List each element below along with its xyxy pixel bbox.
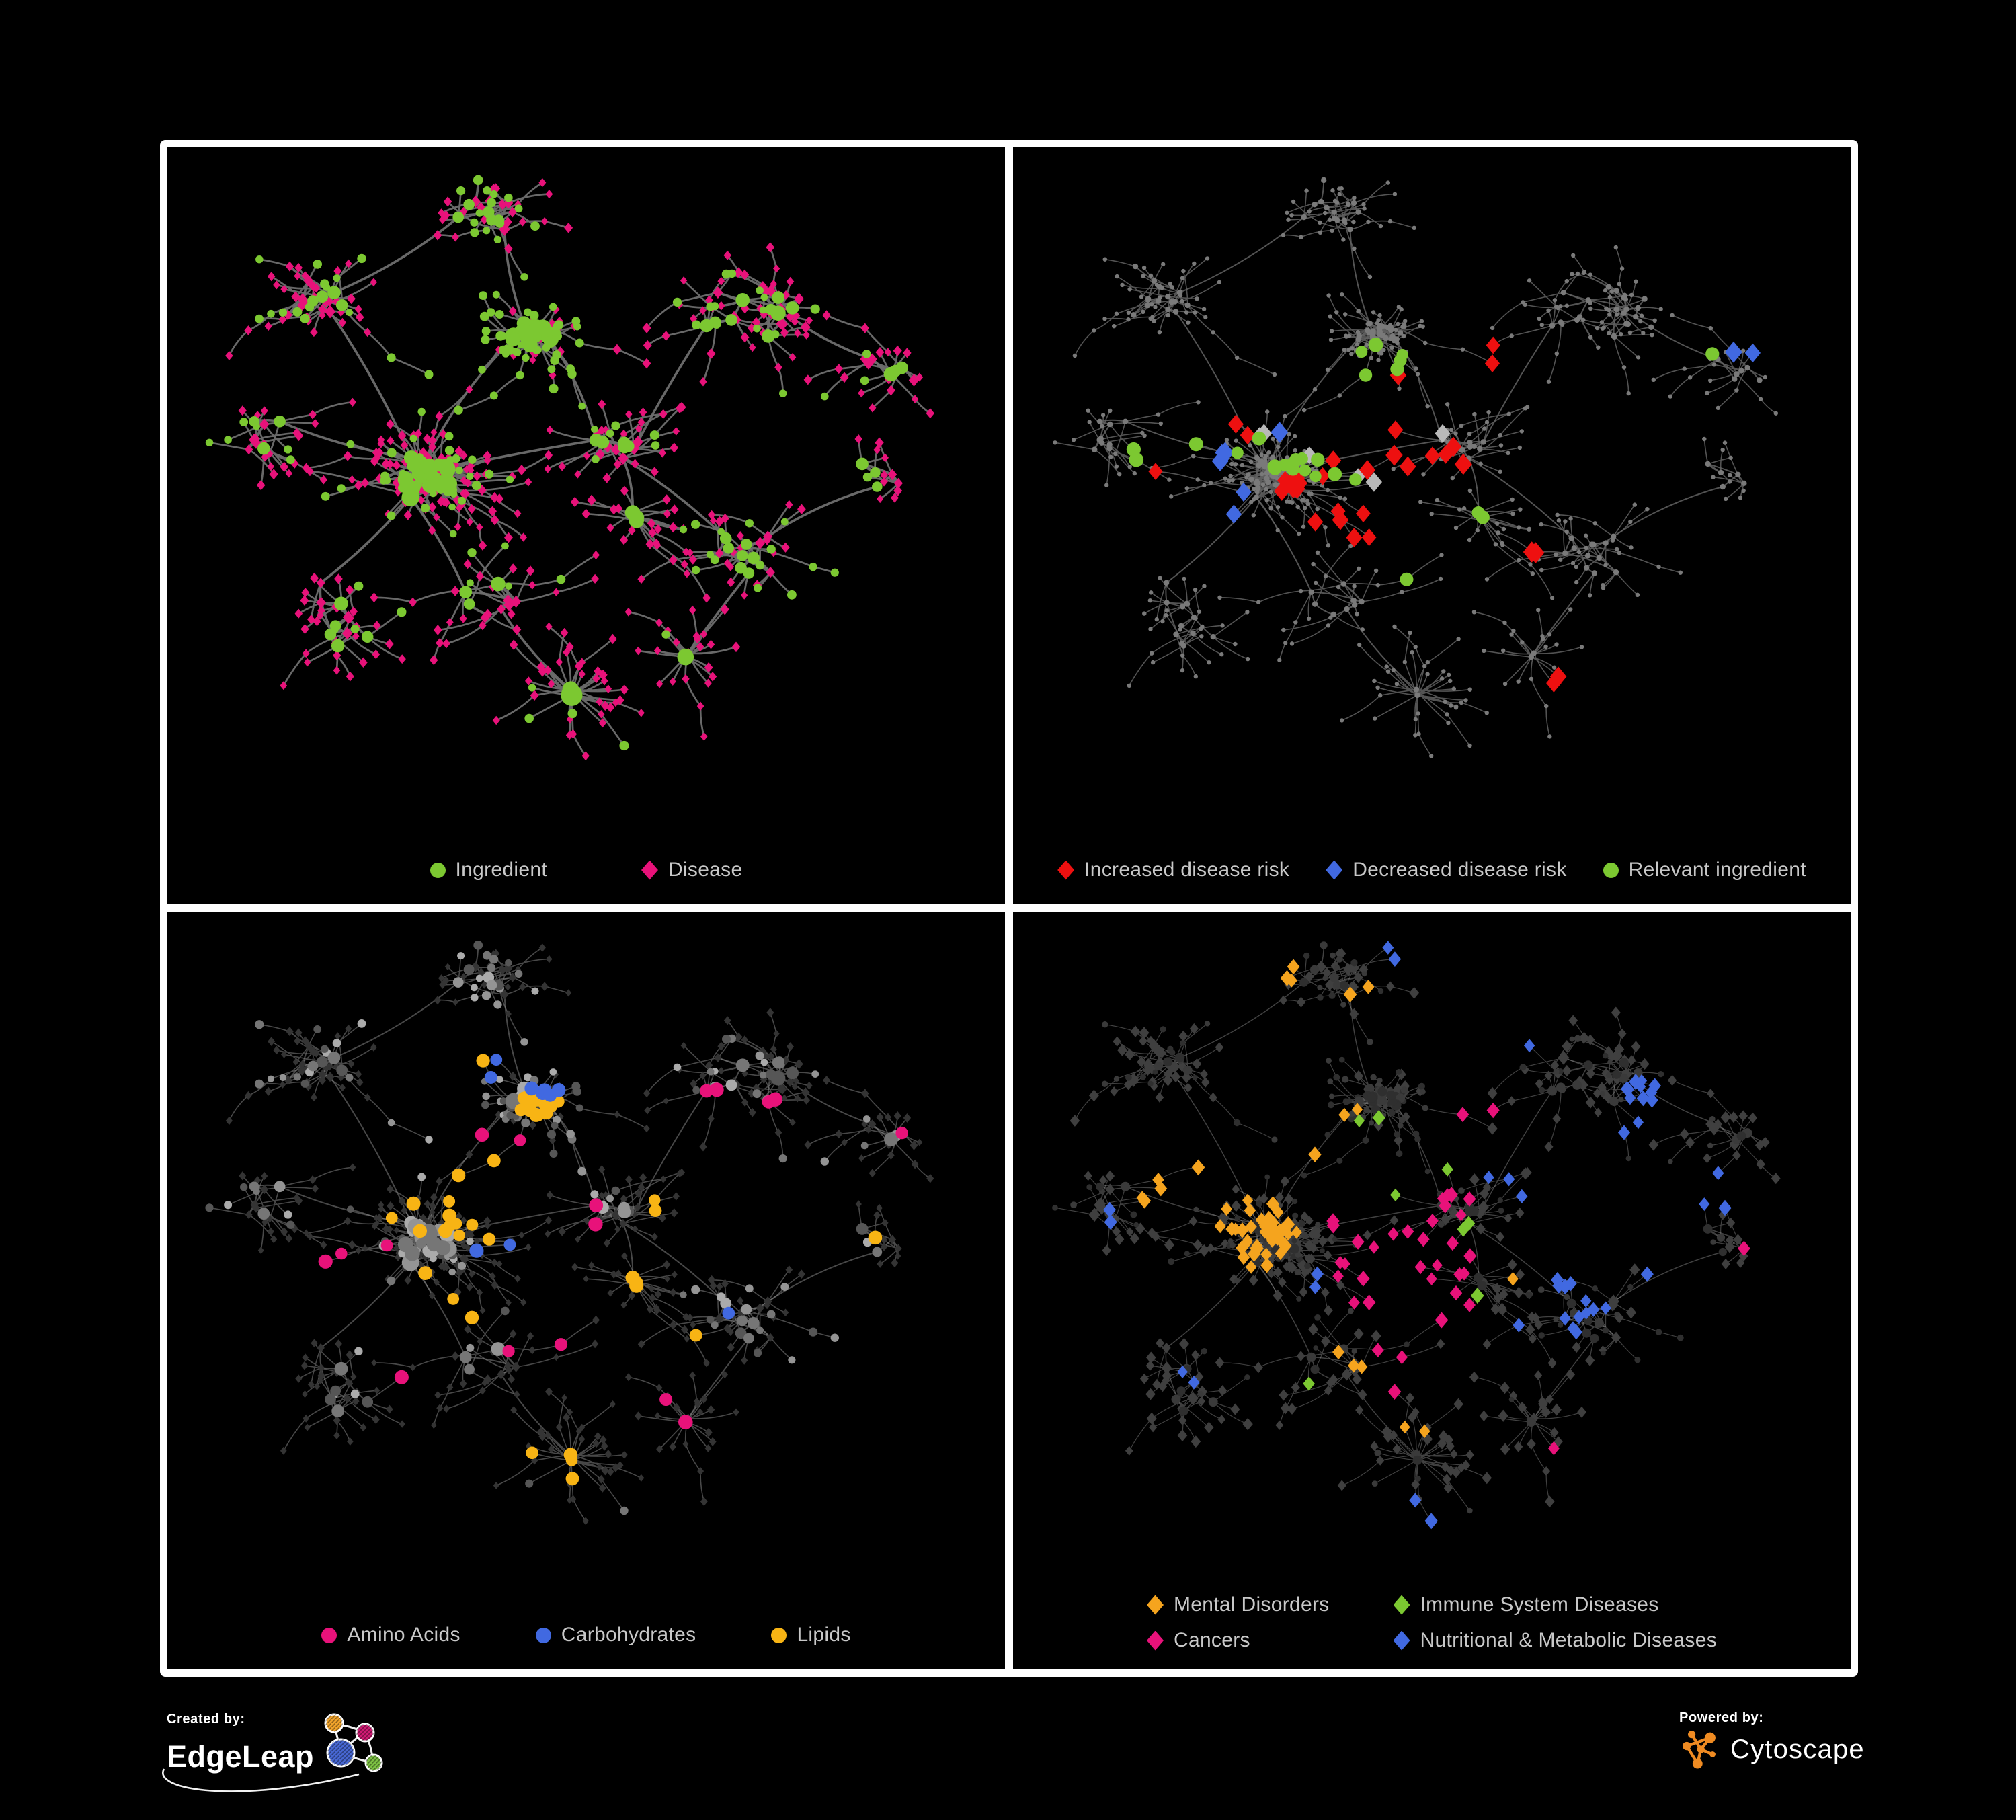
legend-label: Relevant ingredient xyxy=(1628,859,1806,881)
panel-ingredient-disease: Ingredient Disease xyxy=(167,147,1005,904)
legend-item-disease: Disease xyxy=(641,859,742,881)
diamond-swatch-icon xyxy=(1393,1595,1410,1615)
edgeleap-brand-row: EdgeLeap xyxy=(162,1713,391,1792)
figure-grid: Ingredient Disease Increased disease risk… xyxy=(160,140,1858,1677)
legend-item-increased-disease-risk: Increased disease risk xyxy=(1057,859,1289,881)
legend-ingredient-disease: Ingredient Disease xyxy=(167,859,1005,881)
edgeleap-wordmark: EdgeLeap xyxy=(167,1739,315,1774)
legend-label: Immune System Diseases xyxy=(1420,1593,1659,1616)
circle-swatch-icon xyxy=(771,1627,787,1643)
legend-item-decreased-disease-risk: Decreased disease risk xyxy=(1326,859,1566,881)
diamond-swatch-icon xyxy=(1147,1630,1164,1651)
cytoscape-logo-icon xyxy=(1682,1731,1716,1769)
legend-item-immune-system-diseases: Immune System Diseases xyxy=(1393,1593,1717,1616)
network-canvas-ingredient-disease xyxy=(205,175,935,761)
circle-swatch-icon xyxy=(535,1627,551,1643)
legend-disease-classes: Mental Disorders Immune System Diseases Ca… xyxy=(1013,1593,1851,1652)
cytoscape-credit: Powered by: xyxy=(1679,1710,1865,1770)
legend-label: Decreased disease risk xyxy=(1353,859,1567,881)
powered-by-label: Powered by: xyxy=(1679,1710,1764,1725)
circle-swatch-icon xyxy=(1603,862,1619,878)
legend-label: Nutritional & Metabolic Diseases xyxy=(1420,1629,1717,1651)
legend-item-cancers: Cancers xyxy=(1147,1629,1330,1652)
legend-label: Carbohydrates xyxy=(561,1624,696,1646)
network-canvas-ingredient-classes xyxy=(205,941,934,1526)
network-canvas-disease-risk xyxy=(1053,177,1778,758)
legend-item-amino-acids: Amino Acids xyxy=(321,1624,460,1647)
legend-label: Mental Disorders xyxy=(1174,1593,1330,1616)
circle-swatch-icon xyxy=(430,862,446,878)
diamond-swatch-icon xyxy=(1147,1595,1164,1615)
diamond-swatch-icon xyxy=(1326,860,1343,880)
created-by-label: Created by: xyxy=(167,1712,245,1727)
cytoscape-brand-row: Cytoscape xyxy=(1679,1729,1865,1770)
legend-disease-risk: Increased disease risk Decreased disease … xyxy=(1013,859,1851,881)
network-canvas-disease-classes xyxy=(1052,941,1781,1530)
legend-label: Disease xyxy=(668,859,743,881)
legend-label: Amino Acids xyxy=(347,1624,460,1646)
legend-item-nutritional-metabolic-diseases: Nutritional & Metabolic Diseases xyxy=(1393,1629,1717,1652)
edgeleap-credit: Created by: EdgeLeap xyxy=(162,1712,391,1792)
legend-item-carbohydrates: Carbohydrates xyxy=(535,1624,696,1647)
panel-disease-classes: Mental Disorders Immune System Diseases Ca… xyxy=(1013,912,1851,1669)
panel-disease-risk: Increased disease risk Decreased disease … xyxy=(1013,147,1851,904)
legend-label: Cancers xyxy=(1174,1629,1250,1651)
circle-swatch-icon xyxy=(321,1627,337,1643)
diamond-swatch-icon xyxy=(1057,860,1075,880)
footer: Created by: EdgeLeap xyxy=(0,1677,2016,1820)
panel-ingredient-classes: Amino Acids Carbohydrates Lipids xyxy=(167,912,1005,1669)
legend-label: Lipids xyxy=(797,1624,851,1646)
legend-ingredient-classes: Amino Acids Carbohydrates Lipids xyxy=(167,1624,1005,1647)
legend-item-ingredient: Ingredient xyxy=(430,859,547,881)
cytoscape-wordmark: Cytoscape xyxy=(1730,1735,1865,1764)
legend-item-relevant-ingredient: Relevant ingredient xyxy=(1603,859,1806,881)
edgeleap-logo-icon xyxy=(324,1713,383,1772)
legend-label: Ingredient xyxy=(455,859,547,881)
diamond-swatch-icon xyxy=(641,860,658,880)
legend-item-lipids: Lipids xyxy=(771,1624,850,1647)
legend-label: Increased disease risk xyxy=(1084,859,1290,881)
diamond-swatch-icon xyxy=(1393,1630,1410,1651)
legend-item-mental-disorders: Mental Disorders xyxy=(1147,1593,1330,1616)
